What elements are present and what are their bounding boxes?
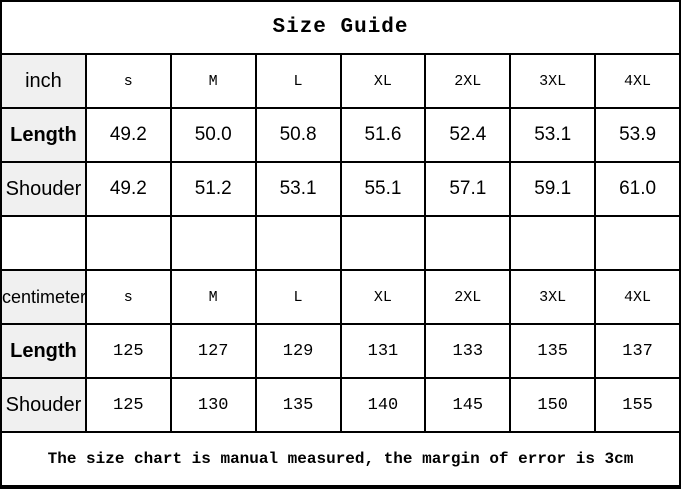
value-cell: 125 xyxy=(84,323,172,379)
value-cell: 53.9 xyxy=(594,107,681,163)
value-cell: 129 xyxy=(254,323,342,379)
value-cell: 51.6 xyxy=(339,107,427,163)
size-header-row-centimeter: centimeter s M L XL 2XL 3XL 4XL xyxy=(0,269,681,325)
size-header-cell: 4XL xyxy=(594,269,681,325)
size-header-cell: 4XL xyxy=(594,53,681,109)
value-cell: 133 xyxy=(424,323,512,379)
table-row-length-inch: Length 49.2 50.0 50.8 51.6 52.4 53.1 53.… xyxy=(0,107,681,163)
size-header-cell: M xyxy=(169,269,257,325)
empty-cell xyxy=(254,215,342,271)
footer-row: The size chart is manual measured, the m… xyxy=(0,431,681,489)
size-header-cell: 2XL xyxy=(424,53,512,109)
value-cell: 135 xyxy=(254,377,342,433)
value-cell: 135 xyxy=(509,323,597,379)
empty-cell xyxy=(339,215,427,271)
empty-cell xyxy=(169,215,257,271)
row-label-shouder: Shouder xyxy=(0,161,87,217)
value-cell: 55.1 xyxy=(339,161,427,217)
value-cell: 145 xyxy=(424,377,512,433)
value-cell: 49.2 xyxy=(84,107,172,163)
value-cell: 49.2 xyxy=(84,161,172,217)
value-cell: 50.8 xyxy=(254,107,342,163)
value-cell: 137 xyxy=(594,323,681,379)
footer-note: The size chart is manual measured, the m… xyxy=(0,431,681,489)
size-header-cell: L xyxy=(254,269,342,325)
size-header-cell: M xyxy=(169,53,257,109)
value-cell: 59.1 xyxy=(509,161,597,217)
empty-cell xyxy=(424,215,512,271)
size-header-cell: XL xyxy=(339,269,427,325)
value-cell: 131 xyxy=(339,323,427,379)
size-header-cell: 3XL xyxy=(509,269,597,325)
size-header-cell: s xyxy=(84,269,172,325)
value-cell: 140 xyxy=(339,377,427,433)
value-cell: 52.4 xyxy=(424,107,512,163)
size-header-cell: s xyxy=(84,53,172,109)
empty-cell xyxy=(594,215,681,271)
value-cell: 125 xyxy=(84,377,172,433)
value-cell: 155 xyxy=(594,377,681,433)
empty-cell xyxy=(509,215,597,271)
table-row-shouder-cm: Shouder 125 130 135 140 145 150 155 xyxy=(0,377,681,433)
title-row: Size Guide xyxy=(0,0,681,55)
size-header-cell: L xyxy=(254,53,342,109)
value-cell: 57.1 xyxy=(424,161,512,217)
value-cell: 150 xyxy=(509,377,597,433)
value-cell: 50.0 xyxy=(169,107,257,163)
value-cell: 53.1 xyxy=(254,161,342,217)
page-title: Size Guide xyxy=(0,0,681,55)
unit-label-centimeter: centimeter xyxy=(0,269,87,325)
empty-cell xyxy=(0,215,87,271)
value-cell: 51.2 xyxy=(169,161,257,217)
size-header-row-inch: inch s M L XL 2XL 3XL 4XL xyxy=(0,53,681,109)
table-row-shouder-inch: Shouder 49.2 51.2 53.1 55.1 57.1 59.1 61… xyxy=(0,161,681,217)
value-cell: 127 xyxy=(169,323,257,379)
row-label-length: Length xyxy=(0,323,87,379)
unit-label-inch: inch xyxy=(0,53,87,109)
size-header-cell: 3XL xyxy=(509,53,597,109)
value-cell: 53.1 xyxy=(509,107,597,163)
size-header-cell: XL xyxy=(339,53,427,109)
table-row-length-cm: Length 125 127 129 131 133 135 137 xyxy=(0,323,681,379)
empty-cell xyxy=(84,215,172,271)
row-label-length: Length xyxy=(0,107,87,163)
value-cell: 130 xyxy=(169,377,257,433)
row-label-shouder: Shouder xyxy=(0,377,87,433)
size-header-cell: 2XL xyxy=(424,269,512,325)
value-cell: 61.0 xyxy=(594,161,681,217)
spacer-row xyxy=(0,215,681,271)
